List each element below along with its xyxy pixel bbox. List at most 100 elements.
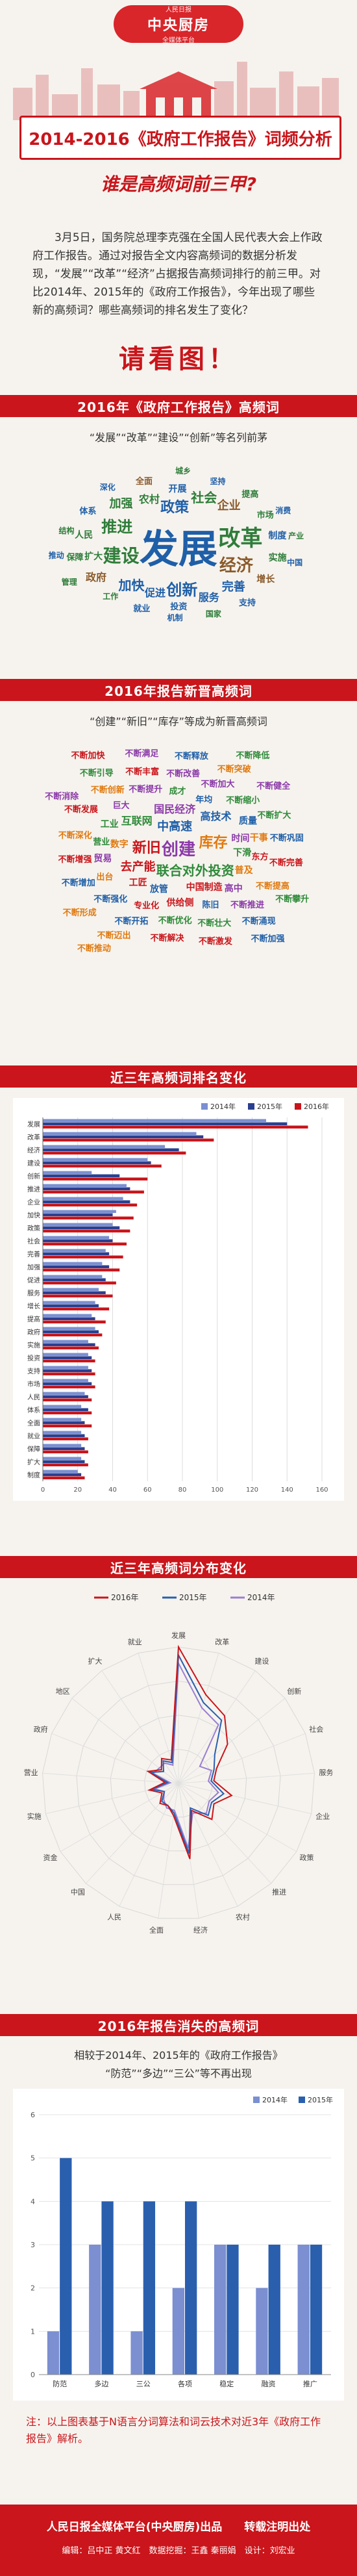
cloud-word: 改革 — [218, 525, 263, 552]
cloud-word: 人民 — [75, 530, 93, 541]
radar-spoke — [178, 1698, 286, 1784]
radar-spoke — [178, 1653, 219, 1784]
page-subtitle: 谁是高频词前三甲? — [100, 173, 257, 195]
y-tick-label: 经济 — [27, 1146, 40, 1154]
cloud-word: 不断丰富 — [125, 767, 160, 777]
bar-2016年 — [43, 1372, 95, 1375]
y-tick-label: 促进 — [27, 1276, 40, 1284]
bar-2014年 — [172, 2288, 185, 2375]
legend-label: 2015年 — [308, 2095, 333, 2104]
bar-2015年 — [43, 1291, 106, 1294]
bar-2015年 — [310, 2245, 323, 2375]
bar-2014年 — [43, 1288, 99, 1291]
cloud-word: 中国制造 — [186, 882, 223, 893]
y-tick-label: 建设 — [27, 1159, 40, 1167]
radar-ring — [42, 1646, 315, 1919]
cloud-word: 不断迈出 — [97, 930, 131, 941]
cloud-word: 工匠 — [129, 878, 147, 889]
section-5-desc-1: 相较于2014年、2015年的《政府工作报告》 — [74, 2049, 283, 2061]
radar-ring — [76, 1680, 281, 1885]
bar-2014年 — [43, 1444, 82, 1447]
cloud-word: 库存 — [199, 835, 228, 852]
bar-2016年 — [43, 1151, 186, 1154]
bar-2014年 — [43, 1457, 82, 1460]
section-band — [0, 1556, 357, 1578]
section-4-header: 近三年高频词分布变化 — [0, 1556, 357, 1578]
bar-2014年 — [47, 2331, 60, 2375]
bar-2015年 — [43, 1252, 110, 1255]
bar-2016年 — [43, 1255, 123, 1258]
cloud-word: 全面 — [136, 477, 153, 487]
cloud-word: 创建 — [162, 839, 196, 860]
cloud-word: 不断缩小 — [226, 795, 260, 806]
bar-2015年 — [143, 2201, 156, 2375]
bar-2014年 — [43, 1366, 88, 1369]
bar-2016年 — [43, 1307, 110, 1310]
radar-axis-label: 企业 — [315, 1812, 330, 1821]
radar-axis-label: 营业 — [24, 1768, 38, 1777]
section-1-title: 2016年《政府工作报告》高频词 — [77, 399, 280, 415]
cloud-word: 社会 — [191, 489, 217, 505]
y-tick-label: 社会 — [27, 1237, 40, 1245]
section-2-desc: “创建”“新旧”“库存”等成为新晋高频词 — [90, 715, 267, 728]
cloud-word: 不断释放 — [174, 752, 208, 762]
cloud-word: 投资 — [170, 602, 188, 613]
cloud-word: 加强 — [109, 496, 133, 511]
radar-axis-label: 地区 — [56, 1687, 70, 1696]
cloud-word: 就业 — [133, 604, 151, 615]
footer: 人民日报全媒体平台(中央厨房)出品 转载注明出处 编辑：吕中正 黄文红 数据挖掘… — [0, 2505, 357, 2576]
cloud-word: 农村 — [138, 492, 160, 505]
cloud-word: 成才 — [169, 787, 186, 797]
y-tick-label: 投资 — [27, 1354, 40, 1362]
bar-2015年 — [43, 1304, 99, 1307]
cloud-word: 不断加强 — [251, 934, 285, 944]
section-2-header: 2016年报告新晋高频词 — [0, 679, 357, 701]
cloud-word: 创新 — [166, 580, 198, 599]
cloud-word: 发展 — [140, 526, 217, 572]
bar-2016年 — [43, 1450, 88, 1453]
page-title-box: 2014-2016《政府工作报告》词频分析 — [19, 116, 341, 160]
cloud-word: 不断加快 — [71, 751, 105, 761]
section-5-title: 2016年报告消失的高频词 — [97, 2018, 260, 2034]
bar-2015年 — [43, 1434, 85, 1437]
bar-2015年 — [227, 2245, 239, 2375]
radar-ring — [144, 1748, 213, 1818]
section-4-title: 近三年高频词分布变化 — [110, 1560, 247, 1576]
legend-label: 2014年 — [210, 1102, 236, 1111]
radar-axis-label: 政府 — [34, 1725, 48, 1734]
legend-label: 2016年 — [111, 1593, 139, 1602]
bar-2016年 — [43, 1411, 92, 1414]
y-tick-label: 2 — [31, 2284, 35, 2293]
bar-2016年 — [43, 1164, 162, 1167]
bar-2015年 — [43, 1148, 179, 1151]
cloud-word: 不断满足 — [125, 748, 159, 759]
rank-bar-chart: 0 20 40 60 80 100 120 140 160 发展改革经济建设创新推进企业加快政策社… — [13, 1098, 344, 1501]
cloud-word: 不断深化 — [58, 831, 92, 841]
cloud-word: 企业 — [217, 499, 241, 513]
cloud-word: 建设 — [103, 544, 140, 567]
cloud-word: 放管 — [149, 884, 168, 895]
bar-2016年 — [43, 1268, 120, 1271]
bar-2015年 — [43, 1447, 85, 1450]
bar-2014年 — [43, 1197, 123, 1200]
bar-2014年 — [43, 1184, 127, 1187]
y-tick-label: 完善 — [27, 1250, 40, 1258]
section-band — [0, 1065, 357, 1088]
bar-2014年 — [43, 1132, 197, 1135]
radar-spoke — [178, 1772, 315, 1784]
bar-2016年 — [43, 1216, 134, 1219]
cloud-word: 不断优化 — [158, 916, 192, 926]
brand-logo: 人民日报 中央厨房 全媒体平台 — [114, 5, 243, 44]
cloud-word: 扩大 — [84, 552, 103, 563]
x-tick-label: 140 — [281, 1486, 293, 1494]
cloud-word: 推进 — [101, 518, 133, 537]
x-tick-label: 0 — [41, 1486, 45, 1494]
y-tick-label: 人民 — [27, 1394, 40, 1401]
cloud-word: 高中 — [224, 884, 243, 895]
x-tick-label: 20 — [73, 1486, 82, 1494]
cloud-word: 不断创新 — [90, 785, 125, 796]
bar-2015年 — [43, 1213, 113, 1216]
cloud-word: 产业 — [288, 531, 304, 541]
cloud-word: 不断巩固 — [269, 834, 304, 844]
